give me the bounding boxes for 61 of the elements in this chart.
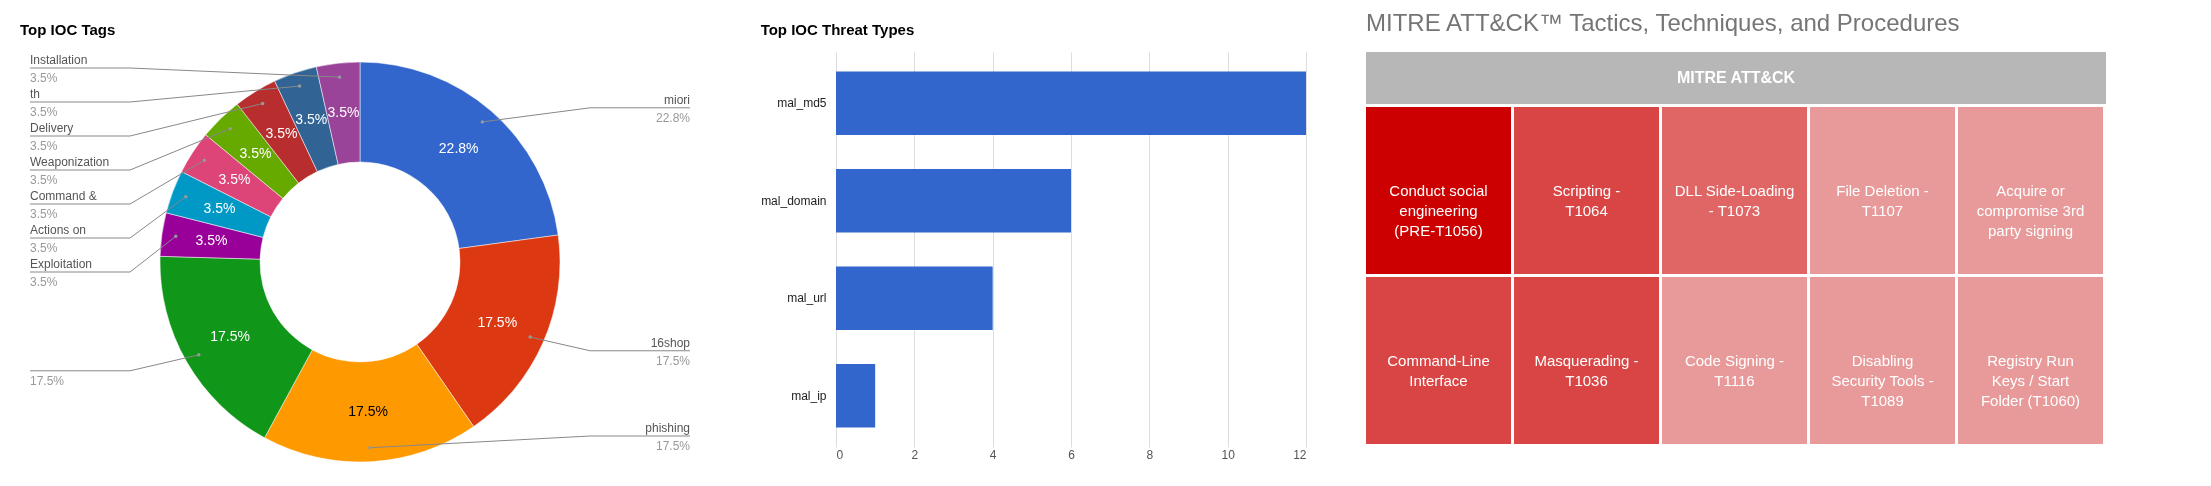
- text: 3.5%: [30, 139, 58, 153]
- category-label: Scripting - T1064: [1552, 181, 1621, 219]
- text: 3.5%: [30, 173, 58, 187]
- data-label: 3.5%: [295, 111, 328, 128]
- x-tick-label: 2: [911, 447, 919, 462]
- text: MITRE ATT&CK™ Tactics, Techniques, and Procedures: [1366, 9, 1960, 36]
- text: 3.5%: [30, 241, 58, 255]
- data-label: 17.5%: [210, 327, 250, 344]
- data-label: 3.5%: [203, 200, 236, 217]
- text: 17.5%: [30, 373, 65, 388]
- data-label: 17.5%: [477, 313, 518, 330]
- category-label: Registry Run Keys / Start Folder (T1060): [1980, 351, 2081, 409]
- data-label: 3.5%: [218, 170, 251, 187]
- slice-label: phishing: [645, 421, 690, 435]
- bar: [836, 169, 1071, 233]
- y-tick-label: mal_ip: [791, 388, 827, 403]
- slice-label: miori: [664, 92, 690, 107]
- category-label: Command-Line Interface: [1387, 351, 1490, 389]
- slice-label: Delivery: [30, 121, 74, 135]
- text: 17.5%: [655, 353, 690, 368]
- slice-label: Weaponization: [30, 155, 110, 169]
- y-tick-label: mal_md5: [777, 96, 827, 111]
- text: 3.5%: [30, 105, 58, 119]
- bar: [836, 266, 993, 330]
- x-tick-label: 8: [1146, 447, 1154, 462]
- data-label: 3.5%: [265, 125, 298, 142]
- text: MITRE ATT&CK: [1676, 69, 1796, 86]
- bar: [836, 364, 876, 428]
- category-label: DLL Side-Loading - T1073: [1674, 181, 1795, 219]
- slice-label: Exploitation: [30, 257, 93, 271]
- slice-label: Command &: [30, 189, 97, 203]
- category-label: Code Signing - T1116: [1684, 351, 1785, 389]
- y-tick-label: mal_url: [787, 291, 827, 306]
- text: 22.8%: [655, 110, 690, 125]
- slice-label: Installation: [30, 53, 88, 67]
- data-label: 17.5%: [348, 402, 388, 419]
- y-tick-label: mal_domain: [761, 193, 827, 208]
- data-label: 3.5%: [195, 232, 228, 249]
- bar: [836, 71, 1306, 135]
- data-label: 3.5%: [239, 145, 272, 162]
- category-label: File Deletion - T1107: [1836, 181, 1929, 219]
- x-tick-label: 0: [836, 447, 844, 462]
- text: 3.5%: [30, 71, 58, 85]
- category-label: Acquire or compromise 3rd party signing: [1976, 181, 2085, 239]
- text: 3.5%: [30, 275, 58, 289]
- slice-label: th: [30, 87, 41, 101]
- x-tick-label: 4: [989, 447, 997, 462]
- chart-title: Top IOC Threat Types: [760, 21, 915, 38]
- x-tick-label: 10: [1221, 447, 1236, 462]
- category-label: Disabling Security Tools - T1089: [1831, 351, 1934, 409]
- category-label: Masquerading - T1036: [1534, 351, 1639, 389]
- text: 17.5%: [655, 439, 690, 453]
- slice-label: Actions on: [30, 223, 87, 237]
- x-tick-label: 6: [1068, 447, 1076, 462]
- chart-title: Top IOC Tags: [20, 21, 116, 38]
- category-label: Conduct social engineering (PRE-T1056): [1389, 181, 1488, 239]
- slice-label: 16shop: [650, 335, 691, 350]
- data-label: 22.8%: [438, 140, 479, 156]
- x-tick-label: 12: [1293, 447, 1307, 462]
- text: 3.5%: [30, 207, 58, 221]
- data-label: 3.5%: [327, 103, 360, 120]
